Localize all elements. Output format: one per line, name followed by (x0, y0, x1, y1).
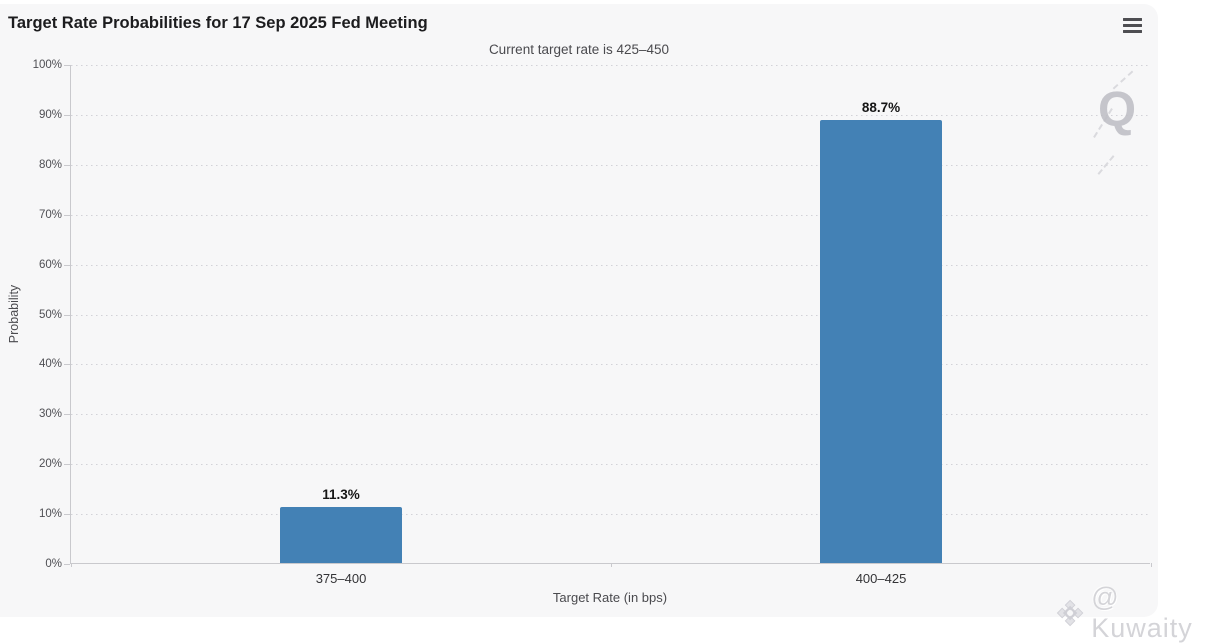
y-gridline (71, 414, 1151, 416)
y-tick (64, 414, 70, 416)
y-tick-label: 40% (38, 358, 62, 371)
y-tick-label: 100% (32, 59, 62, 71)
bar[interactable] (280, 506, 402, 563)
x-tick (611, 563, 612, 567)
x-tick (71, 563, 72, 567)
chart-card: Target Rate Probabilities for 17 Sep 202… (0, 4, 1158, 617)
y-tick (64, 114, 70, 116)
y-tick-label: 80% (38, 158, 62, 171)
y-tick (64, 464, 70, 466)
y-gridline (71, 164, 1151, 166)
x-axis-title: Target Rate (in bps) (552, 590, 668, 605)
bar-value-label: 11.3% (322, 486, 360, 502)
y-tick-label: 10% (38, 508, 62, 521)
y-gridline (71, 214, 1151, 216)
y-tick (64, 264, 70, 266)
y-tick-label: 70% (38, 208, 62, 221)
y-tick (64, 164, 70, 166)
hamburger-menu-icon[interactable] (1121, 18, 1143, 36)
credit-text: @ Kuwaity (1091, 582, 1193, 643)
bar-value-label: 88.7% (861, 100, 901, 116)
y-gridline (71, 65, 1151, 66)
q-watermark: Q (1098, 83, 1137, 137)
y-tick-label: 30% (38, 408, 62, 421)
diamond-logo-icon (1056, 599, 1084, 627)
x-tick (1151, 563, 1152, 567)
x-category-label: 375–400 (315, 571, 367, 586)
y-tick (64, 314, 70, 316)
y-gridline (71, 114, 1151, 116)
y-axis-title: Probability (7, 284, 21, 344)
bar[interactable] (820, 120, 942, 563)
y-gridline (71, 464, 1151, 466)
x-category-label: 400–425 (855, 571, 907, 586)
y-gridline (71, 514, 1151, 516)
y-tick (64, 214, 70, 216)
y-tick (64, 364, 70, 366)
chart-title: Target Rate Probabilities for 17 Sep 202… (8, 14, 428, 32)
y-tick (64, 514, 70, 516)
credit-watermark: @ Kuwaity (1056, 582, 1206, 644)
y-tick-label: 0% (45, 558, 62, 570)
y-gridline (71, 314, 1151, 316)
plot-area: Probability 0% 10% 20% 30% 40% 50% 60% 70% 80% 90… (7, 59, 1152, 586)
y-tick-label: 20% (38, 458, 62, 471)
y-tick (64, 564, 70, 565)
y-tick-label: 60% (38, 258, 62, 271)
y-tick-label: 90% (38, 108, 62, 121)
y-gridline (71, 264, 1151, 266)
y-tick-label: 50% (38, 308, 62, 321)
y-gridline (71, 364, 1151, 366)
y-tick (64, 65, 70, 66)
chart-subtitle: Current target rate is 425–450 (488, 42, 670, 57)
